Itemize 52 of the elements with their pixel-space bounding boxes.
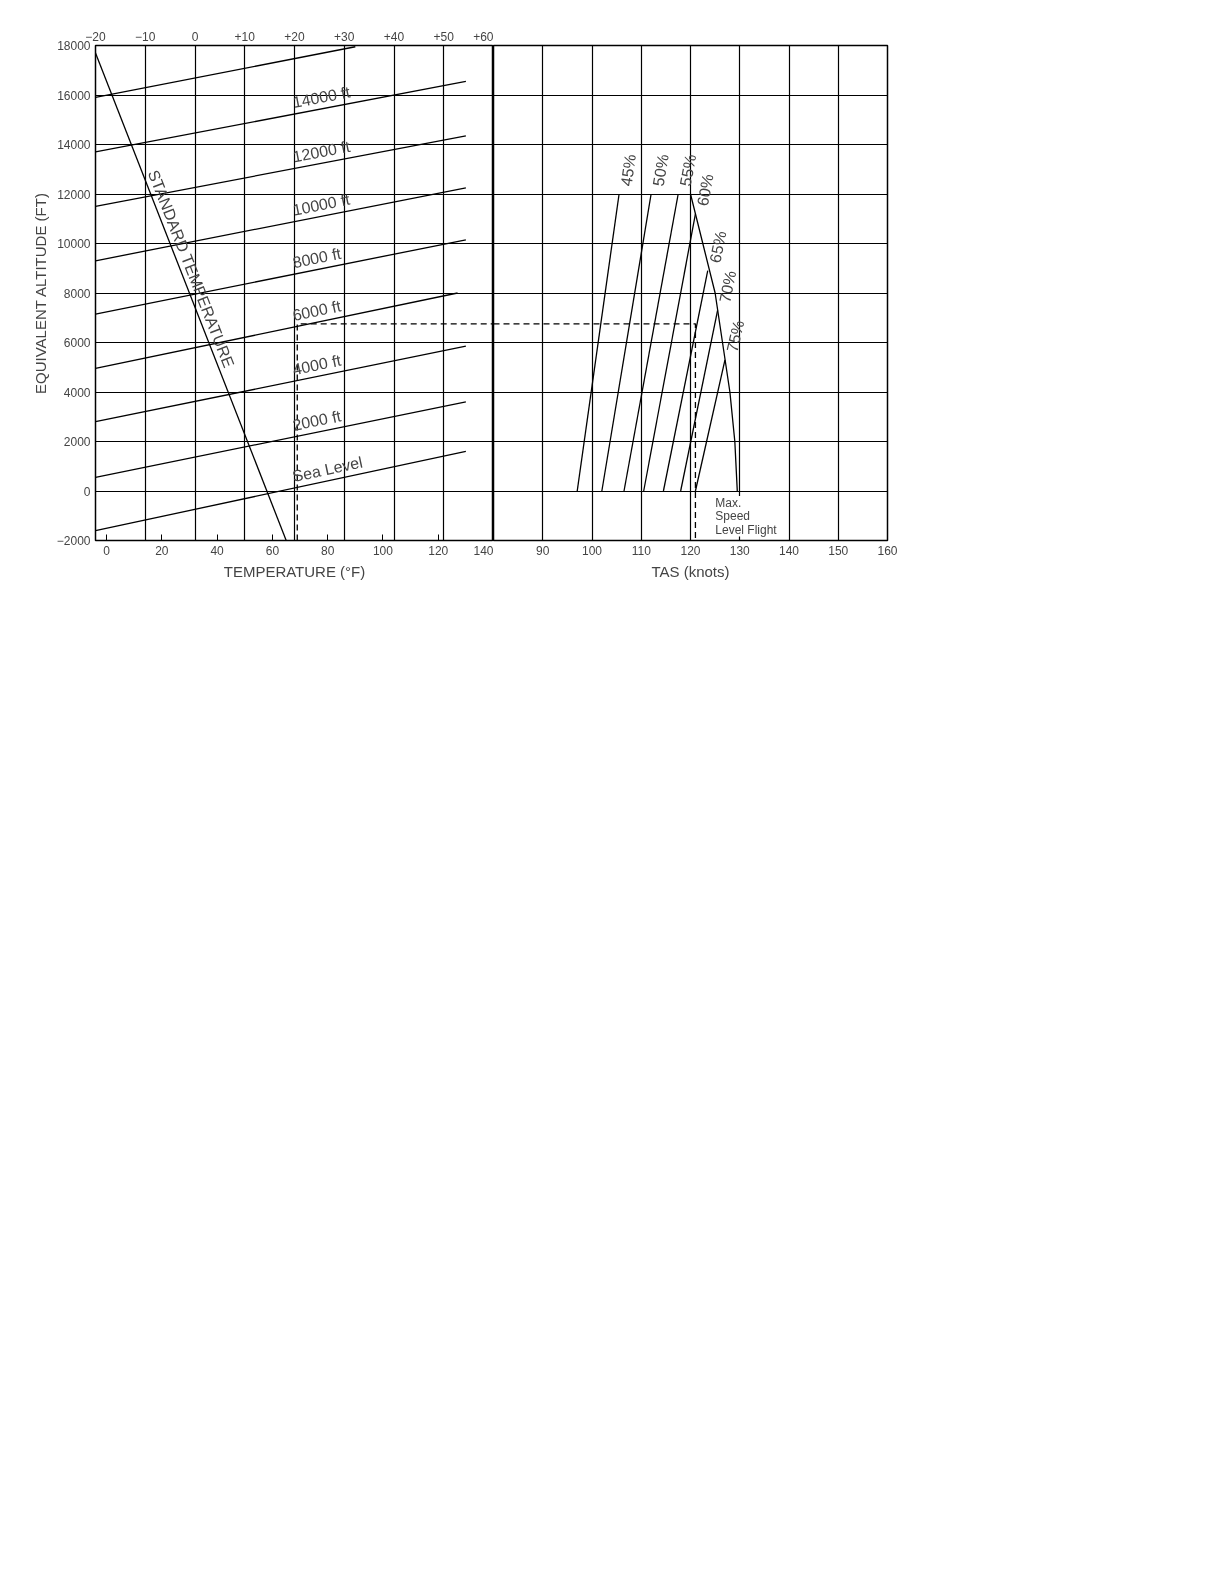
text: 2000 ft <box>291 407 343 434</box>
x-axis-title: TEMPERATURE (°F) <box>223 562 366 580</box>
y-axis-title: EQUIVALENT ALTITUDE (FT) <box>31 193 49 394</box>
text: 10000 ft <box>291 190 352 219</box>
y-tick-label: 18000 <box>57 39 91 53</box>
y-tick-label: 8000 <box>63 286 91 301</box>
x-tick-label: 90 <box>536 543 550 558</box>
text: 14000 ft <box>291 83 352 112</box>
x-tick-label: 80 <box>320 543 335 558</box>
x2-tick-label: +10 <box>234 29 256 44</box>
x-tick-label: 100 <box>372 543 394 558</box>
annotation: Max. Speed Level Flight <box>715 496 778 537</box>
x-tick-label: 150 <box>828 543 849 558</box>
x2-tick-label: +60 <box>473 29 494 44</box>
y-tick-label: 4000 <box>63 385 91 400</box>
x-tick-label: 110 <box>631 543 652 558</box>
x-tick-label: 130 <box>729 543 751 558</box>
x-axis-title: TAS (knots) <box>651 562 730 580</box>
text: 50% <box>649 153 672 188</box>
text: Sea Level <box>290 453 365 486</box>
x-tick-label: 40 <box>210 543 225 558</box>
x-tick-label: 20 <box>155 543 169 558</box>
y-tick-label: 6000 <box>63 336 91 350</box>
text: 75% <box>723 318 748 354</box>
x-tick-label: 0 <box>103 543 111 558</box>
y-tick-label: 12000 <box>57 187 91 202</box>
text: 4000 ft <box>291 351 343 379</box>
y-tick-label: 0 <box>83 484 91 499</box>
y-tick-label: −2000 <box>56 534 91 548</box>
y-tick-label: 14000 <box>57 138 91 152</box>
x2-tick-label: +50 <box>433 29 455 44</box>
x2-tick-label: +40 <box>383 29 405 44</box>
text: 65% <box>706 229 730 265</box>
text: 12000 ft <box>291 137 352 166</box>
text: 70% <box>716 269 740 305</box>
x-tick-label: 120 <box>428 543 449 558</box>
x-tick-label: 100 <box>581 543 603 558</box>
y-tick-label: 16000 <box>57 88 91 103</box>
x-tick-label: 140 <box>778 543 800 558</box>
x2-tick-label: −10 <box>135 29 156 44</box>
x2-tick-label: +30 <box>334 29 355 44</box>
y-tick-label: 10000 <box>57 237 91 251</box>
x2-tick-label: +20 <box>284 29 305 44</box>
text: 6000 ft <box>291 297 343 324</box>
x2-tick-label: 0 <box>191 29 199 44</box>
x-tick-label: 60 <box>265 543 280 558</box>
text: 45% <box>617 153 639 188</box>
x-tick-label: 120 <box>680 543 701 558</box>
y-tick-label: 2000 <box>63 435 91 449</box>
text: 8000 ft <box>291 244 344 272</box>
x-tick-label: 160 <box>877 543 898 558</box>
x-tick-label: 140 <box>473 543 494 558</box>
